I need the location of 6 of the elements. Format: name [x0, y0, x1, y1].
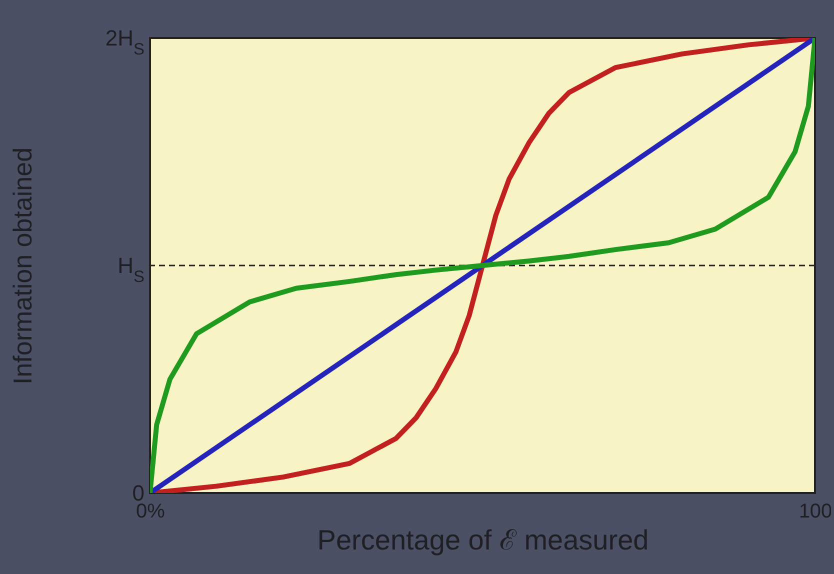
- x-tick-label: 0%: [136, 500, 166, 522]
- x-axis-title: Percentage of ℰ measured: [317, 524, 649, 556]
- y-tick-label: 2H$_{S}$: [105, 26, 144, 58]
- x-tick-label: 100: [798, 500, 832, 522]
- y-tick-label: H$_{S}$: [118, 253, 144, 286]
- y-axis-title: Information obtained: [7, 147, 38, 385]
